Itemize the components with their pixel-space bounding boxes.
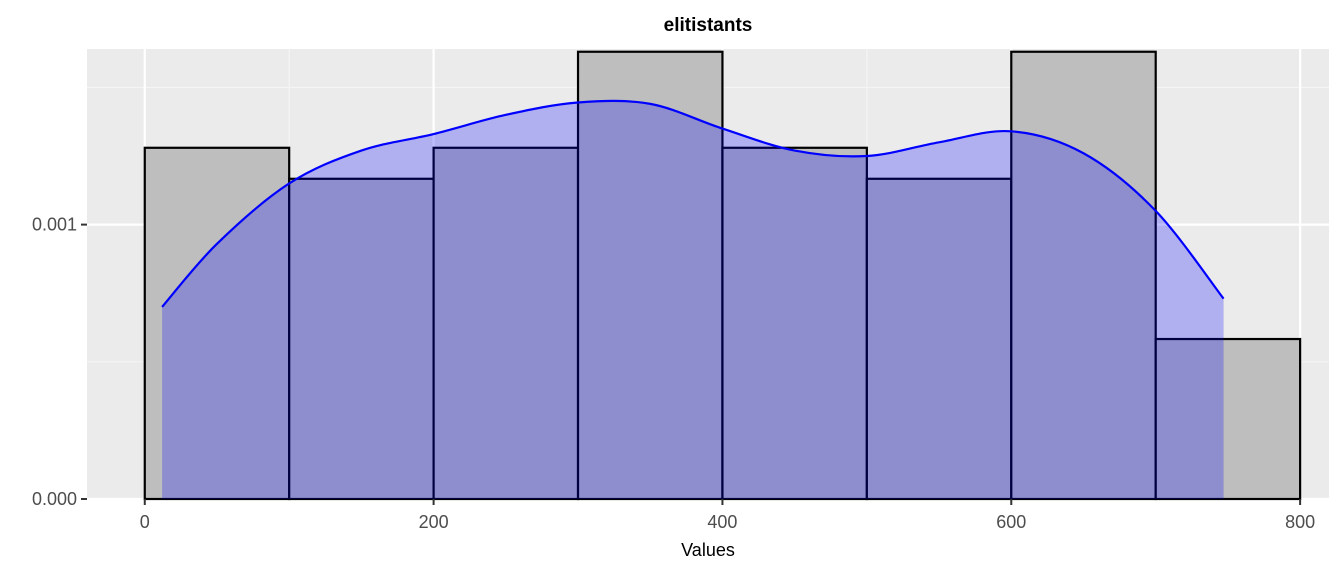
y-tick-label: 0.001 (32, 215, 77, 235)
chart-title: elitistants (664, 15, 753, 36)
x-tick-label: 400 (707, 512, 737, 532)
x-tick-label: 800 (1285, 512, 1315, 532)
histogram-bar (288, 177, 435, 501)
histogram-bar (143, 146, 291, 501)
histogram-bar (576, 50, 724, 501)
x-axis: 0 200 400 600 800 (140, 499, 1315, 532)
histogram-bars (143, 50, 1302, 501)
density-line (161, 99, 1225, 308)
y-tick-label: 0.000 (32, 489, 77, 509)
y-axis: 0.000 0.001 (32, 215, 87, 509)
histogram-bar (1154, 337, 1302, 501)
density-layer (161, 99, 1225, 500)
x-tick-label: 600 (996, 512, 1026, 532)
histogram-bar (865, 177, 1013, 501)
histogram-bar (1010, 50, 1157, 501)
x-tick-label: 200 (419, 512, 449, 532)
x-axis-label: Values (681, 540, 735, 560)
density-area (162, 100, 1224, 500)
histogram-bar (721, 146, 868, 501)
x-tick-label: 0 (140, 512, 150, 532)
histogram-bar (432, 146, 580, 501)
